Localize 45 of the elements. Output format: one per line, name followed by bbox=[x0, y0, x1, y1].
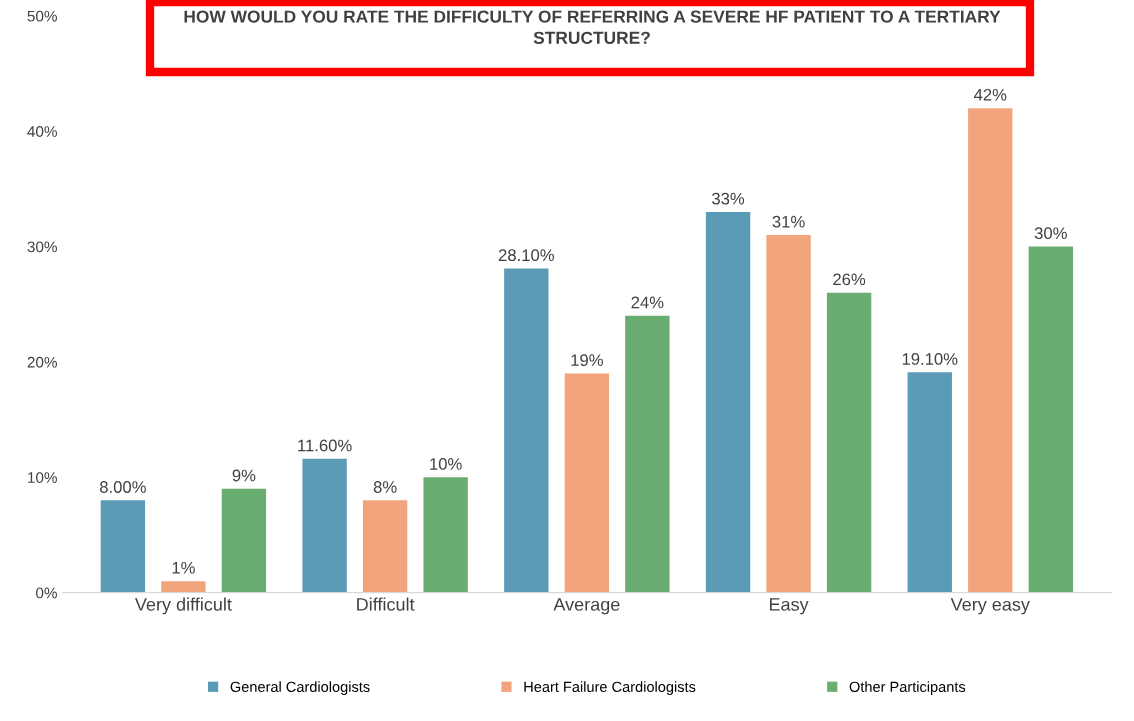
legend-label: General Cardiologists bbox=[230, 681, 370, 695]
data-label: 19.10% bbox=[902, 353, 958, 365]
data-label: 1% bbox=[172, 561, 195, 574]
data-label: 42% bbox=[973, 88, 1007, 101]
chart-title: HOW WOULD YOU RATE THE DIFFICULTY OF REFERRING A SEVERE HF PATIENT TO A TERTIARY STRUCTURE? bbox=[184, 10, 1001, 44]
data-label: 8% bbox=[373, 481, 397, 493]
data-label: 26% bbox=[833, 273, 866, 286]
y-tick-label: 20% bbox=[27, 356, 57, 368]
y-tick-label: 50% bbox=[27, 10, 57, 22]
bar bbox=[1028, 246, 1073, 593]
y-tick-label: 10% bbox=[28, 472, 57, 483]
data-label: 33% bbox=[712, 192, 745, 205]
data-label: 11.60% bbox=[298, 439, 352, 452]
data-label: 31% bbox=[772, 215, 805, 228]
bar bbox=[100, 500, 146, 593]
y-tick-label: 30% bbox=[27, 241, 57, 253]
x-tick-label: Easy bbox=[769, 598, 809, 615]
data-label: 10% bbox=[430, 458, 462, 470]
bar bbox=[302, 458, 347, 593]
x-tick-label: Very easy bbox=[950, 598, 1030, 615]
legend-label: Heart Failure Cardiologists bbox=[524, 681, 696, 695]
x-tick-label: Difficult bbox=[357, 597, 415, 611]
bar bbox=[766, 235, 811, 593]
legend-label: Other Participants bbox=[849, 681, 966, 695]
bar bbox=[826, 292, 872, 593]
bar bbox=[362, 500, 408, 593]
data-label: 8.00% bbox=[99, 481, 146, 493]
bar bbox=[907, 372, 952, 593]
y-tick-label: 0% bbox=[36, 587, 57, 599]
data-label: 30% bbox=[1034, 227, 1067, 240]
y-tick-label: 40% bbox=[27, 126, 57, 137]
data-label: 24% bbox=[631, 296, 664, 309]
bar bbox=[968, 108, 1013, 593]
bar bbox=[564, 373, 610, 593]
bar bbox=[504, 268, 549, 593]
bar bbox=[423, 477, 468, 593]
data-label: 28.10% bbox=[498, 249, 554, 262]
bar bbox=[625, 315, 670, 593]
bar bbox=[705, 211, 751, 593]
x-tick-label: Very difficult bbox=[134, 597, 232, 615]
x-tick-label: Average bbox=[553, 598, 620, 615]
bar bbox=[221, 488, 267, 593]
bar bbox=[161, 581, 206, 593]
data-label: 9% bbox=[232, 469, 256, 482]
data-label: 19% bbox=[571, 354, 603, 367]
